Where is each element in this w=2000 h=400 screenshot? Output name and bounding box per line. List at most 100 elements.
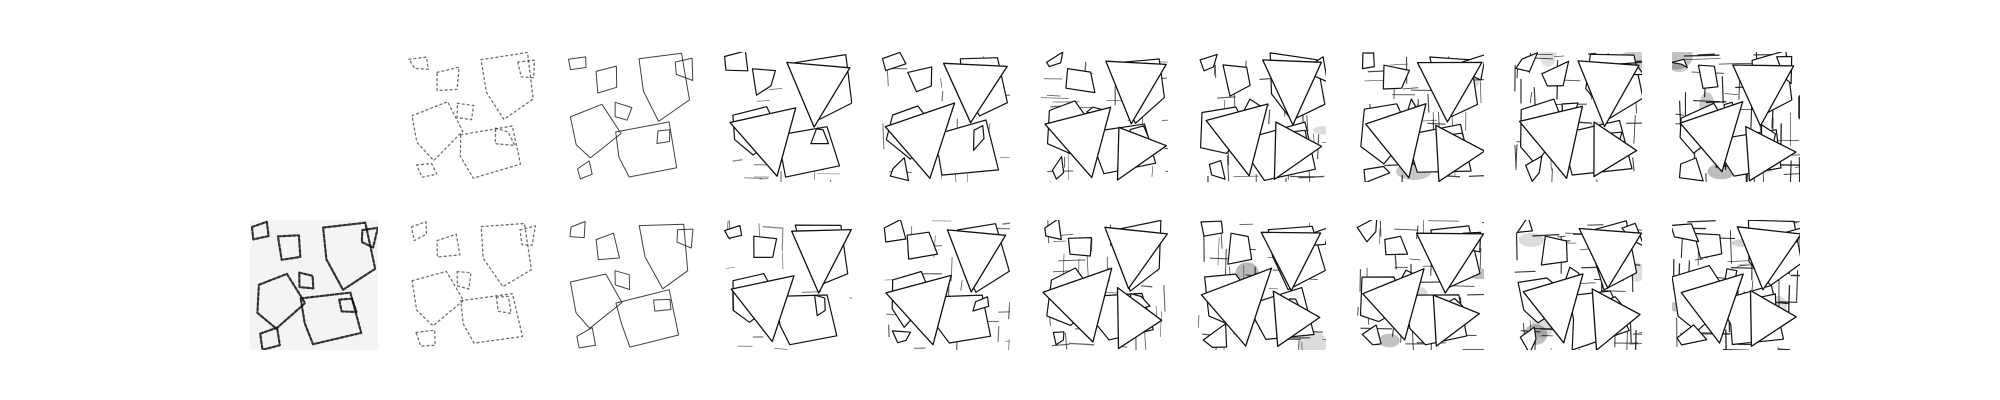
streak-mark <box>1064 332 1068 350</box>
polygon-outline <box>360 226 378 249</box>
streak-mark <box>1155 305 1158 318</box>
polygon-shape <box>1052 331 1065 346</box>
polygon-shape <box>1044 220 1062 241</box>
streak-mark <box>1629 343 1642 345</box>
streak-mark <box>744 177 763 179</box>
polygon-outline <box>456 270 472 290</box>
streak-mark <box>1416 225 1419 240</box>
streak-mark <box>1002 222 1010 225</box>
polygon-outline <box>568 56 587 71</box>
triangle-shape <box>730 275 795 343</box>
triangle-shape <box>1593 121 1638 178</box>
streak-mark <box>1379 220 1382 237</box>
streak-mark <box>1209 257 1232 260</box>
streak-mark <box>1233 175 1259 178</box>
tile-background <box>408 220 536 350</box>
streak-mark <box>1515 144 1518 167</box>
triangle-shape <box>1749 289 1797 347</box>
triangle-shape <box>729 107 797 177</box>
streak-mark <box>1427 122 1446 125</box>
polygon-outline <box>577 160 593 180</box>
streak-mark <box>1751 280 1754 290</box>
streak-mark <box>1062 253 1065 275</box>
polygon-shape <box>1222 64 1251 97</box>
streak-mark <box>1051 343 1070 347</box>
polygon-outline <box>638 52 690 122</box>
triangle-shape <box>1415 232 1484 294</box>
streak-mark <box>1226 155 1230 182</box>
triangle-shape <box>1104 226 1168 290</box>
tile-grid <box>250 52 1800 350</box>
triangle-shape <box>942 62 1008 124</box>
streak-mark <box>1041 97 1069 99</box>
polygon-outline <box>338 297 358 314</box>
streak-mark <box>1705 173 1707 182</box>
streak-mark <box>1529 92 1532 104</box>
triangle-shape <box>786 61 851 128</box>
tile-r0-c6 <box>1198 52 1326 182</box>
triangle-shape <box>1736 226 1800 291</box>
streak-mark <box>1515 232 1518 261</box>
streak-mark <box>726 220 729 230</box>
streak-mark <box>1322 339 1326 341</box>
streak-mark <box>1007 301 1010 320</box>
streak-mark <box>1046 94 1061 97</box>
streak-mark <box>1268 109 1271 125</box>
triangle-shape <box>946 229 1007 293</box>
polygon-shape <box>1541 60 1570 87</box>
polygon-shape <box>972 296 990 312</box>
triangle-shape <box>1680 273 1744 344</box>
polygon-shape <box>1363 165 1391 182</box>
streak-mark <box>1601 290 1626 292</box>
tile-r1-c2 <box>566 220 694 350</box>
streak-mark <box>1775 301 1790 305</box>
streak-mark <box>1086 253 1089 281</box>
streak-mark <box>726 266 736 269</box>
polygon-outline <box>276 234 302 261</box>
polygon-shape <box>1045 52 1064 68</box>
polygon-outline <box>569 221 586 239</box>
polygon-outline <box>411 101 464 162</box>
tile-r1-c4 <box>882 220 1010 350</box>
shadow-blob <box>1518 232 1544 247</box>
polygon-outline <box>595 232 620 261</box>
triangle-shape <box>1577 60 1640 128</box>
streak-mark <box>732 159 743 162</box>
streak-mark <box>1633 333 1642 335</box>
tile-r0-c8 <box>1514 52 1642 182</box>
tile-r0-c5 <box>1040 52 1168 182</box>
streak-mark <box>1693 100 1720 103</box>
polygon-shape <box>1672 58 1688 69</box>
streak-mark <box>1297 340 1300 350</box>
streak-mark <box>756 99 770 102</box>
triangle-shape <box>1591 288 1641 350</box>
tile-r1-c6 <box>1198 220 1326 350</box>
streak-mark <box>1729 230 1732 264</box>
polygon-outline <box>656 129 671 144</box>
streak-mark <box>1140 285 1153 288</box>
polygon-shape <box>1051 156 1065 180</box>
polygon-shape <box>1356 220 1378 243</box>
tile-r0-c2 <box>566 52 694 182</box>
polygon-shape <box>1199 53 1218 72</box>
streak-mark <box>762 226 783 229</box>
triangle-shape <box>1042 267 1113 343</box>
triangle-shape <box>1732 64 1795 127</box>
polygon-outline <box>298 271 315 290</box>
streak-mark <box>1783 173 1800 175</box>
polygon-outline <box>676 228 694 249</box>
shadow-blob <box>1378 333 1400 348</box>
streak-mark <box>1533 87 1536 106</box>
triangle-shape <box>1200 267 1273 347</box>
polygon-shape <box>1361 52 1375 70</box>
streak-mark <box>1514 270 1536 273</box>
polygon-outline <box>519 225 536 246</box>
streak-mark <box>1694 258 1703 261</box>
streak-mark <box>1778 348 1791 350</box>
streak-mark <box>1580 282 1596 284</box>
streak-mark <box>1684 58 1721 60</box>
streak-mark <box>1687 220 1716 223</box>
streak-mark <box>1468 175 1484 178</box>
tile-r0-c4 <box>882 52 1010 182</box>
tile-r0-c9 <box>1672 52 1800 182</box>
